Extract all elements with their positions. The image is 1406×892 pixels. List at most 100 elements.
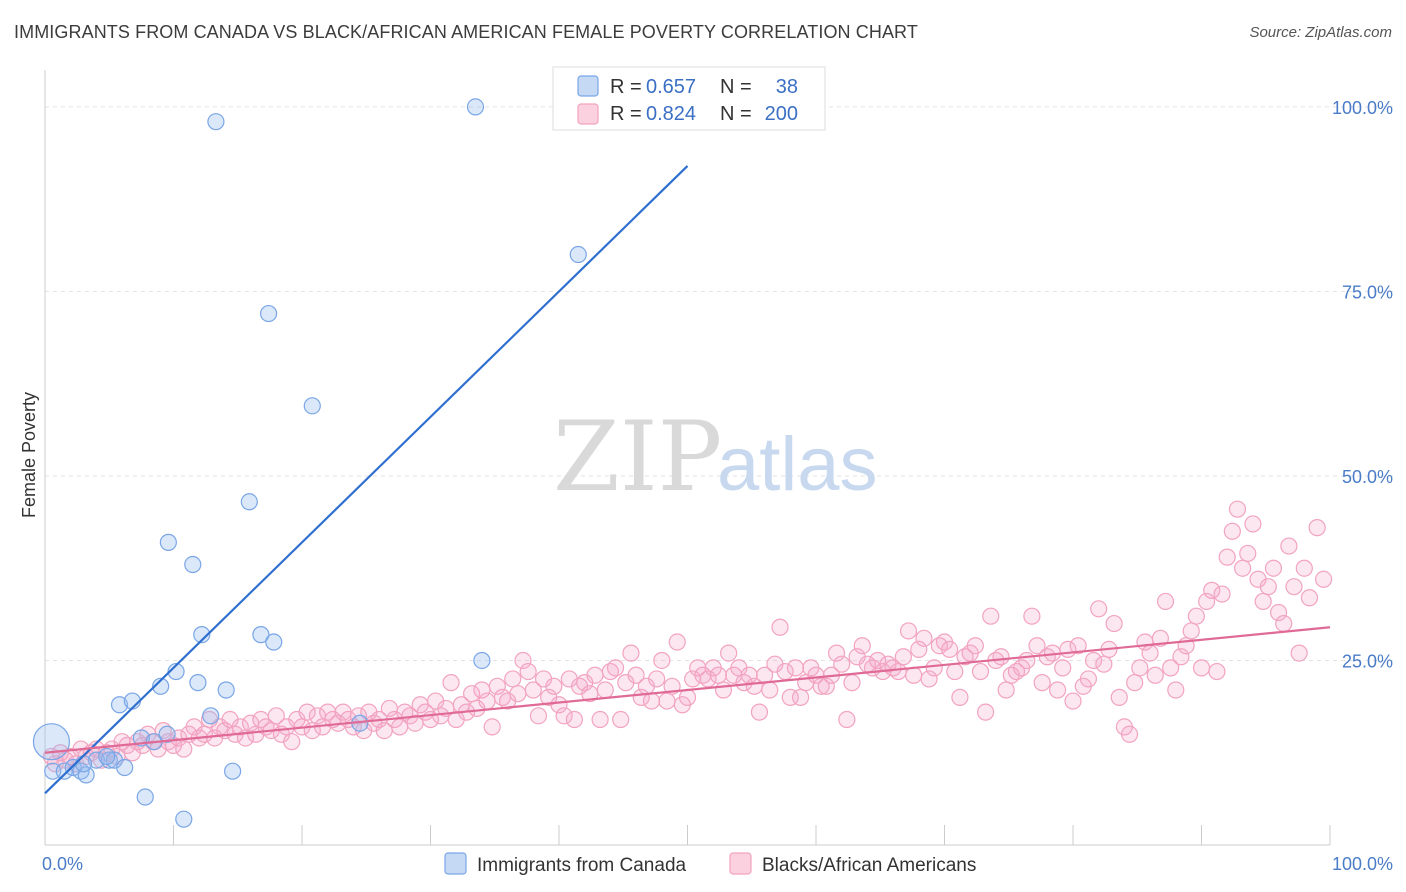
point-canada	[569, 245, 587, 264]
point-canada	[466, 98, 485, 116]
point-black	[1244, 515, 1262, 533]
point-black	[1090, 600, 1108, 618]
point-black	[714, 681, 733, 699]
point-black	[529, 707, 548, 725]
point-black	[1275, 614, 1293, 633]
legend-swatch-black	[729, 852, 752, 875]
point-black	[1182, 622, 1200, 640]
point-black	[977, 703, 995, 721]
x-tick-label-0: 0.0%	[42, 854, 83, 874]
point-black	[750, 703, 769, 721]
point-black	[1218, 548, 1236, 566]
point-black	[982, 607, 1000, 625]
point-canada	[159, 533, 177, 551]
point-black	[622, 644, 640, 662]
point-black	[1054, 659, 1072, 677]
point-canada	[175, 810, 193, 828]
point-black	[1228, 500, 1247, 518]
y-axis-label: Female Poverty	[19, 392, 39, 518]
point-black	[791, 688, 810, 706]
legend-label-canada: Immigrants from Canada	[477, 855, 687, 876]
point-black	[550, 696, 568, 714]
point-black	[771, 618, 789, 636]
point-black	[910, 640, 928, 659]
point-black	[1084, 651, 1103, 670]
point-black	[1069, 637, 1087, 655]
point-black	[833, 655, 851, 673]
point-canada	[303, 397, 321, 415]
point-black	[1120, 725, 1139, 743]
point-black	[817, 677, 835, 695]
point-black	[997, 681, 1015, 699]
point-black	[524, 681, 542, 699]
point-black	[1280, 537, 1298, 555]
stats-r-label-black: R =	[610, 103, 642, 125]
point-canada	[265, 633, 283, 651]
point-canada	[55, 762, 73, 780]
point-black	[1259, 578, 1277, 596]
point-black	[1162, 659, 1180, 677]
point-black	[951, 688, 969, 706]
point-black	[843, 674, 861, 692]
point-canada	[193, 626, 211, 644]
point-black	[1239, 544, 1257, 563]
point-black	[1167, 681, 1185, 699]
stats-n-value-black: 200	[765, 103, 798, 125]
point-black	[678, 688, 697, 706]
point-black	[827, 644, 846, 662]
point-black	[1126, 674, 1144, 692]
point-black	[1192, 659, 1211, 677]
point-black	[1308, 519, 1326, 537]
point-black	[1285, 578, 1303, 596]
stats-n-value-canada: 38	[776, 76, 798, 98]
point-black	[658, 692, 676, 710]
point-canada	[87, 751, 106, 769]
point-canada	[98, 747, 116, 766]
point-black	[812, 677, 830, 695]
point-black	[596, 681, 614, 699]
point-black	[992, 648, 1010, 666]
point-black	[920, 670, 938, 688]
point-black	[1028, 637, 1046, 655]
point-black	[971, 662, 990, 681]
point-canada	[77, 766, 95, 784]
stats-r-value-canada: 0.657	[646, 76, 696, 98]
y-tick-label-75: 75.0%	[1342, 282, 1393, 302]
point-black	[838, 710, 856, 729]
point-black	[1033, 674, 1051, 692]
point-black	[1208, 662, 1226, 681]
point-black	[1198, 592, 1216, 611]
point-black	[175, 740, 193, 758]
point-black	[925, 659, 943, 677]
stats-swatch-canada	[577, 75, 599, 97]
watermark: ZIP atlas	[553, 401, 878, 513]
point-black	[966, 637, 984, 655]
point-black	[1110, 688, 1128, 706]
source-credit: Source: ZipAtlas.com	[1249, 24, 1392, 41]
point-black	[545, 677, 563, 695]
point-black	[591, 710, 609, 729]
point-black	[1156, 592, 1175, 611]
point-canada	[32, 723, 71, 761]
point-canada	[184, 555, 202, 574]
point-black	[1300, 589, 1319, 607]
trend-line-black	[44, 626, 1331, 754]
watermark-zip: ZIP	[553, 401, 722, 513]
y-tick-label-25: 25.0%	[1342, 651, 1393, 671]
legend-swatch-canada	[444, 852, 467, 875]
point-black	[298, 703, 316, 721]
point-canada	[136, 788, 154, 806]
watermark-atlas: atlas	[717, 422, 878, 507]
point-canada	[217, 681, 235, 699]
point-black	[1023, 607, 1041, 625]
point-black	[1269, 603, 1288, 622]
point-black	[899, 622, 918, 640]
point-canada	[158, 725, 176, 743]
point-canada	[473, 651, 491, 670]
legend-label-black: Blacks/African Americans	[762, 855, 976, 876]
bottom-legend: Immigrants from Canada Blacks/African Am…	[444, 852, 976, 876]
point-black	[519, 662, 537, 681]
point-black	[941, 640, 959, 659]
point-black	[1223, 522, 1241, 540]
